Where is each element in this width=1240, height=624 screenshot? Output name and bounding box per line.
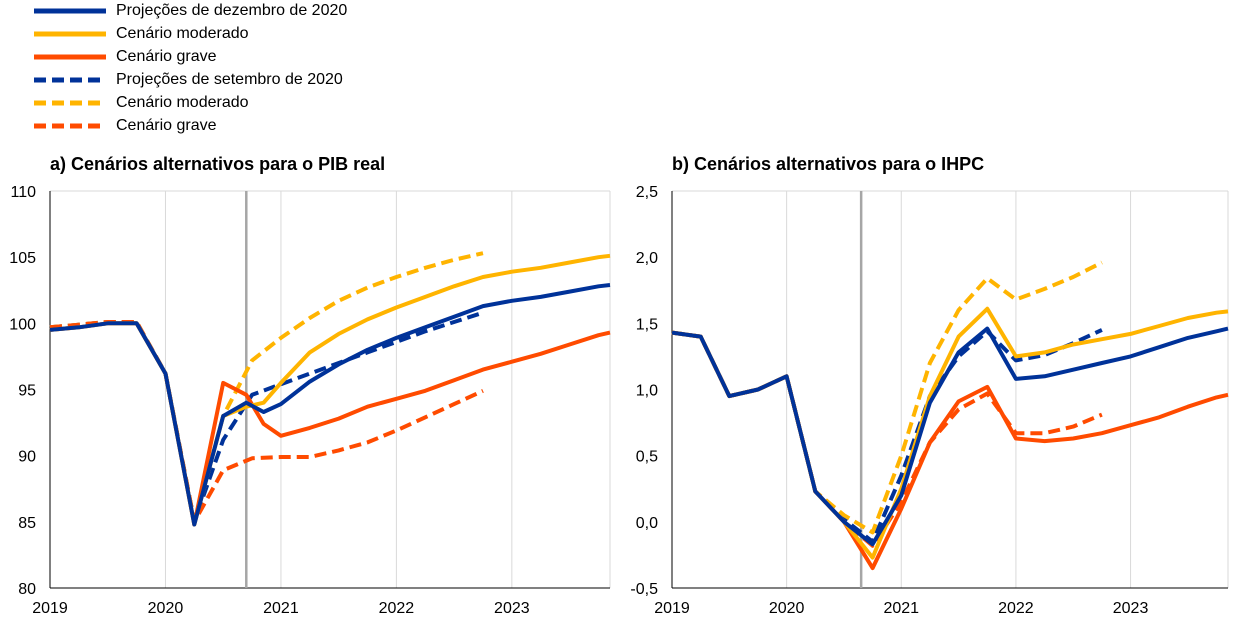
y-tick-label: 90 [18, 449, 36, 466]
x-tick-label: 2023 [1113, 600, 1149, 617]
legend-item: Projeções de dezembro de 2020 [30, 0, 347, 23]
legend-label: Projeções de dezembro de 2020 [116, 2, 348, 20]
y-tick-label: 85 [18, 515, 36, 532]
y-tick-label: 1,5 [636, 316, 658, 333]
y-tick-label: 100 [9, 316, 36, 333]
chart-panel-a: a) Cenários alternativos para o PIB real… [9, 154, 611, 617]
y-tick-label: 1,0 [636, 383, 658, 400]
y-tick-label: 2,0 [636, 250, 658, 267]
legend-swatch [34, 54, 106, 60]
legend-swatch [34, 31, 106, 37]
panel-title: b) Cenários alternativos para o IHPC [672, 154, 984, 174]
legend-label: Cenário grave [116, 48, 217, 66]
series-line-solid-1 [49, 253, 611, 527]
series-line-solid-0 [671, 326, 1229, 547]
y-tick-label: 95 [18, 383, 36, 400]
legend-label: Cenário grave [116, 116, 217, 134]
series-line-dashed-5 [49, 320, 484, 524]
legend-swatch [34, 100, 106, 106]
chart-panel-b: b) Cenários alternativos para o IHPC 2019… [630, 154, 1229, 617]
y-tick-label: 105 [9, 250, 36, 267]
x-tick-label: 2019 [32, 600, 68, 617]
series-line-solid-0 [49, 283, 611, 527]
x-tick-label: 2019 [654, 600, 690, 617]
y-tick-label: 110 [10, 184, 36, 201]
legend-item: Cenário moderado [30, 23, 347, 46]
legend-item: Cenário moderado [30, 92, 347, 115]
panel-title: a) Cenários alternativos para o PIB real [50, 154, 385, 174]
legend-swatch [34, 123, 106, 129]
legend-item: Cenário grave [30, 46, 347, 69]
legend-label: Projeções de setembro de 2020 [116, 71, 343, 89]
x-tick-label: 2021 [883, 600, 919, 617]
legend-label: Cenário moderado [116, 25, 249, 43]
y-tick-label: 80 [18, 581, 36, 598]
x-tick-label: 2023 [494, 600, 530, 617]
legend-item: Projeções de setembro de 2020 [30, 69, 347, 92]
series-line-solid-1 [671, 306, 1229, 560]
x-tick-label: 2022 [998, 600, 1034, 617]
legend-label: Cenário moderado [116, 94, 249, 111]
x-tick-label: 2021 [263, 600, 299, 617]
y-tick-label: 0,0 [636, 515, 658, 532]
series-line-dashed-3 [49, 310, 484, 524]
y-tick-label: 0,5 [636, 449, 658, 466]
series-line-solid-2 [49, 321, 611, 527]
chart-legend: Projeções de dezembro de 2020 Cenário mod… [30, 0, 347, 137]
y-tick-label: -0,5 [630, 581, 658, 598]
y-tick-label: 2,5 [636, 184, 658, 201]
x-tick-label: 2020 [148, 600, 184, 617]
legend-swatch [34, 77, 106, 83]
series-line-dashed-3 [671, 328, 1103, 544]
legend-item: Cenário grave [30, 114, 347, 137]
series-line-dashed-4 [671, 260, 1103, 535]
x-tick-label: 2022 [379, 600, 415, 617]
x-tick-label: 2020 [769, 600, 805, 617]
legend-swatch [34, 8, 106, 14]
